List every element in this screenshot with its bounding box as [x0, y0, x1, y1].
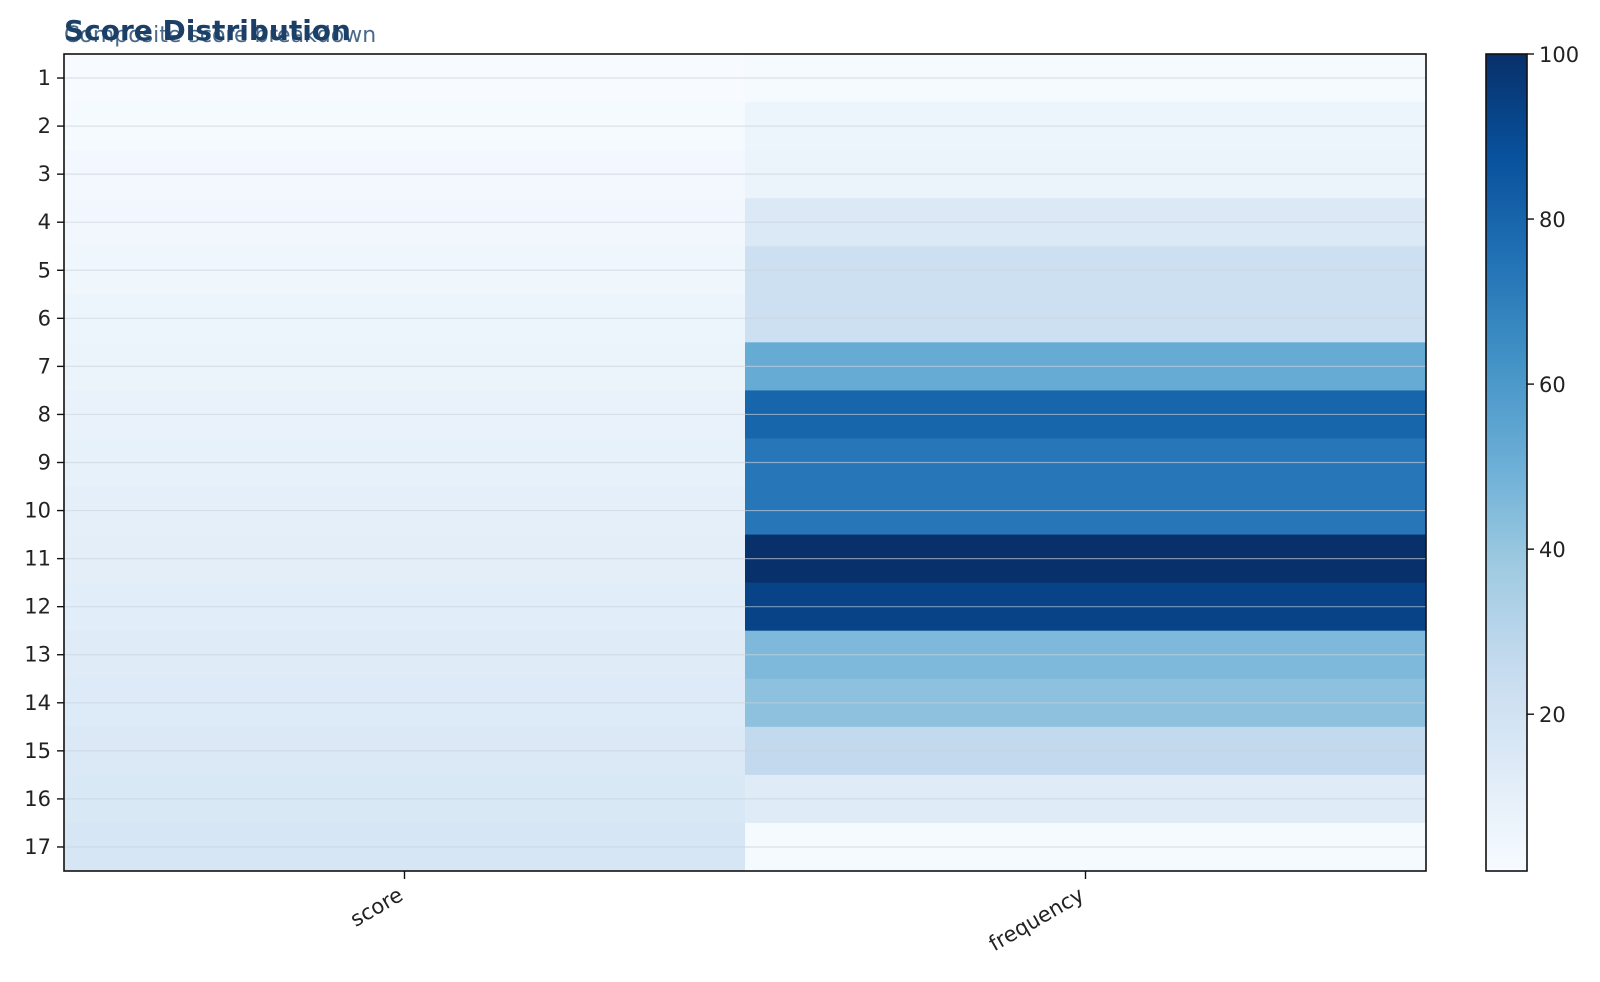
y-tick-label: 9 — [38, 451, 51, 475]
x-axis: score frequency — [346, 871, 1088, 956]
y-tick-label: 4 — [38, 210, 51, 234]
y-tick-label: 2 — [38, 114, 51, 138]
y-tick-label: 10 — [24, 499, 51, 523]
y-tick-label: 13 — [24, 643, 51, 667]
y-tick-label: 7 — [38, 354, 51, 378]
colorbar: 20 40 60 80 100 — [1485, 43, 1579, 872]
chart-subtitle: Composite score breakdown — [64, 23, 376, 48]
y-tick-label: 1 — [38, 66, 51, 90]
colorbar-tick-label: 60 — [1539, 373, 1566, 397]
y-tick-label: 3 — [38, 162, 51, 186]
colorbar-gradient — [1485, 53, 1528, 872]
y-tick-label: 15 — [24, 739, 51, 763]
y-tick-label: 5 — [38, 258, 51, 282]
colorbar-tick-label: 20 — [1539, 703, 1566, 727]
chart-title: Score Distribution — [64, 14, 351, 47]
y-tick-label: 12 — [24, 595, 51, 619]
y-tick-label: 14 — [24, 691, 51, 715]
y-tick-label: 16 — [24, 787, 51, 811]
colorbar-tick-label: 100 — [1539, 43, 1579, 67]
x-tick-label: frequency — [985, 883, 1088, 956]
y-tick-label: 6 — [38, 306, 51, 330]
y-tick-label: 17 — [24, 835, 51, 859]
grid-lines — [64, 77, 1426, 848]
colorbar-tick-label: 40 — [1539, 538, 1566, 562]
x-tick-label: score — [346, 883, 407, 932]
y-tick-label: 11 — [24, 547, 51, 571]
y-tick-label: 8 — [38, 402, 51, 426]
colorbar-tick-label: 80 — [1539, 208, 1566, 232]
